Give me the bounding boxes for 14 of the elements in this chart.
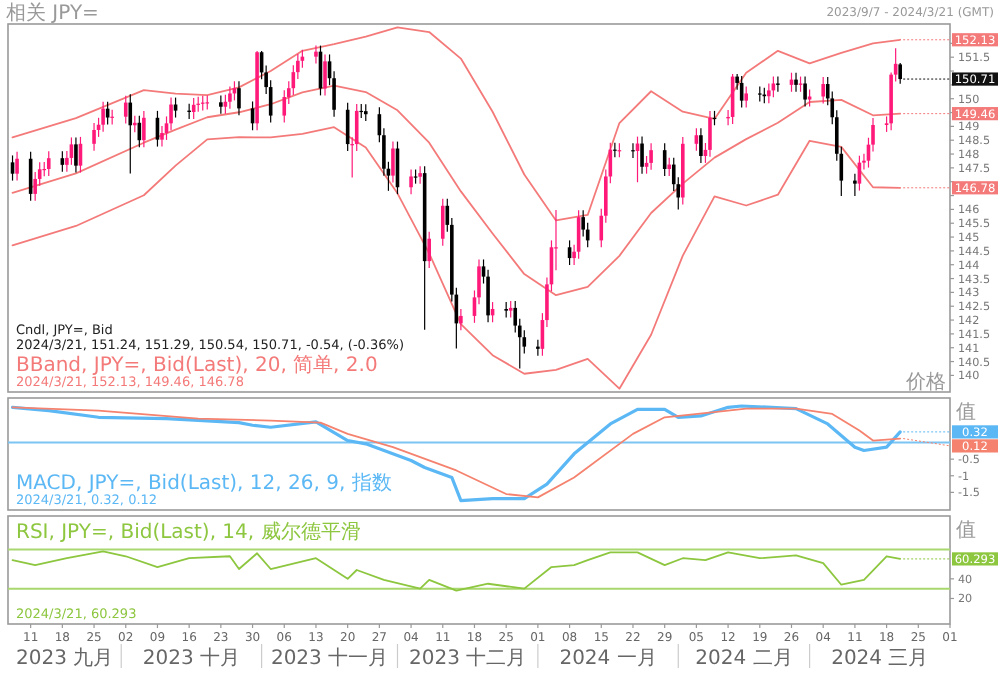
- y-axis-title: 值: [956, 402, 976, 424]
- text: 2023 九月: [15, 646, 114, 670]
- y-axis-title: 价格: [904, 370, 946, 394]
- text: 2023 十一月: [270, 646, 389, 670]
- text: 2024 三月: [831, 648, 929, 670]
- annotation: RSI, JPY=, Bid(Last), 14, 威尔德平滑: [16, 520, 361, 544]
- chart-title: 相关 JPY=: [6, 1, 99, 25]
- text: 2023 十二月: [409, 646, 527, 670]
- text: 2024 二月: [695, 648, 793, 670]
- text: 2023 十月: [142, 646, 241, 670]
- annotation: MACD, JPY=, Bid(Last), 12, 26, 9, 指数: [16, 471, 392, 495]
- y-axis-title: 值: [956, 520, 976, 542]
- annotation: BBand, JPY=, Bid(Last), 20, 简单, 2.0: [16, 353, 378, 377]
- text: 2024 一月: [559, 648, 657, 670]
